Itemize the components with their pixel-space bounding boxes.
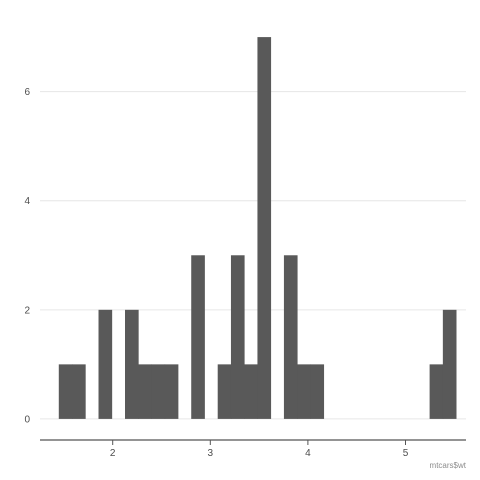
y-tick-label-0: 0 bbox=[24, 414, 30, 425]
histogram-bar-11 bbox=[257, 37, 272, 419]
x-tick-label-3: 3 bbox=[208, 448, 214, 459]
histogram-bar-6 bbox=[164, 364, 179, 419]
y-tick-label-6: 6 bbox=[24, 87, 30, 98]
x-tick-label-2: 2 bbox=[110, 448, 116, 459]
x-axis-ticks: 2 3 4 5 bbox=[110, 440, 409, 459]
histogram-bar-0 bbox=[58, 364, 73, 419]
x-axis-title: mtcars$wt bbox=[430, 461, 467, 470]
histogram-bar-13 bbox=[297, 364, 311, 419]
histogram-bar-9 bbox=[230, 255, 245, 419]
histogram-bar-7 bbox=[191, 255, 205, 419]
histogram-bar-2 bbox=[98, 309, 113, 419]
histogram-bar-8 bbox=[217, 364, 232, 419]
histogram-bar-16 bbox=[442, 309, 457, 419]
x-tick-label-4: 4 bbox=[305, 448, 311, 459]
histogram-bar-10 bbox=[244, 364, 258, 419]
histogram-bar-5 bbox=[151, 364, 166, 419]
histogram-bar-12 bbox=[283, 255, 298, 419]
histogram-bar-15 bbox=[429, 364, 444, 419]
histogram-bar-3 bbox=[125, 309, 139, 419]
histogram-bar-4 bbox=[138, 364, 152, 419]
histogram-bar-1 bbox=[72, 364, 86, 419]
y-axis-tick-labels: 0 2 4 6 bbox=[24, 87, 30, 425]
y-tick-label-4: 4 bbox=[24, 196, 30, 207]
y-tick-label-2: 2 bbox=[24, 305, 30, 316]
x-tick-label-5: 5 bbox=[403, 448, 409, 459]
histogram-bars bbox=[58, 37, 457, 419]
histogram-bar-14 bbox=[310, 364, 325, 419]
